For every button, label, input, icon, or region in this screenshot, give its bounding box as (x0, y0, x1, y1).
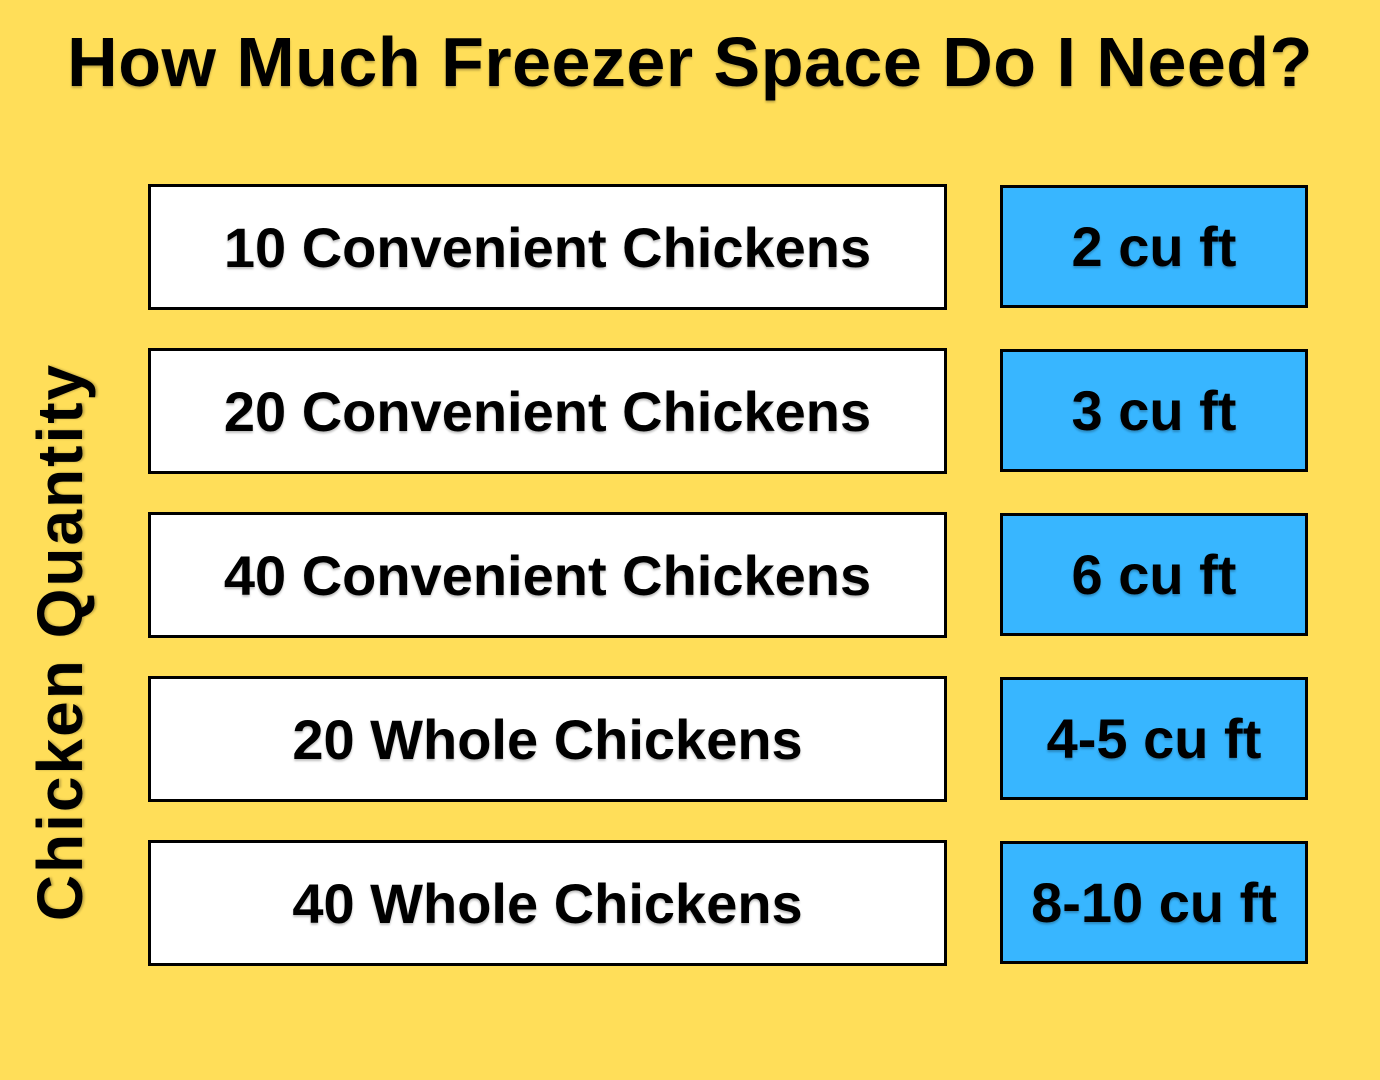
freezer-space-cell: 4-5 cu ft (1000, 677, 1308, 800)
freezer-space-cell: 2 cu ft (1000, 185, 1308, 308)
freezer-space-cell: 3 cu ft (1000, 349, 1308, 472)
table-row: 10 Convenient Chickens 2 cu ft (0, 184, 1380, 310)
page-title: How Much Freezer Space Do I Need? (67, 23, 1313, 101)
freezer-space-cell: 8-10 cu ft (1000, 841, 1308, 964)
chicken-quantity-cell: 40 Whole Chickens (148, 840, 947, 966)
chicken-quantity-cell: 20 Convenient Chickens (148, 348, 947, 474)
chicken-quantity-cell: 20 Whole Chickens (148, 676, 947, 802)
table-row: 40 Convenient Chickens 6 cu ft (0, 512, 1380, 638)
table-row: 20 Whole Chickens 4-5 cu ft (0, 676, 1380, 802)
chicken-quantity-cell: 10 Convenient Chickens (148, 184, 947, 310)
chicken-quantity-cell: 40 Convenient Chickens (148, 512, 947, 638)
table-row: 20 Convenient Chickens 3 cu ft (0, 348, 1380, 474)
freezer-space-cell: 6 cu ft (1000, 513, 1308, 636)
table-row: 40 Whole Chickens 8-10 cu ft (0, 840, 1380, 966)
